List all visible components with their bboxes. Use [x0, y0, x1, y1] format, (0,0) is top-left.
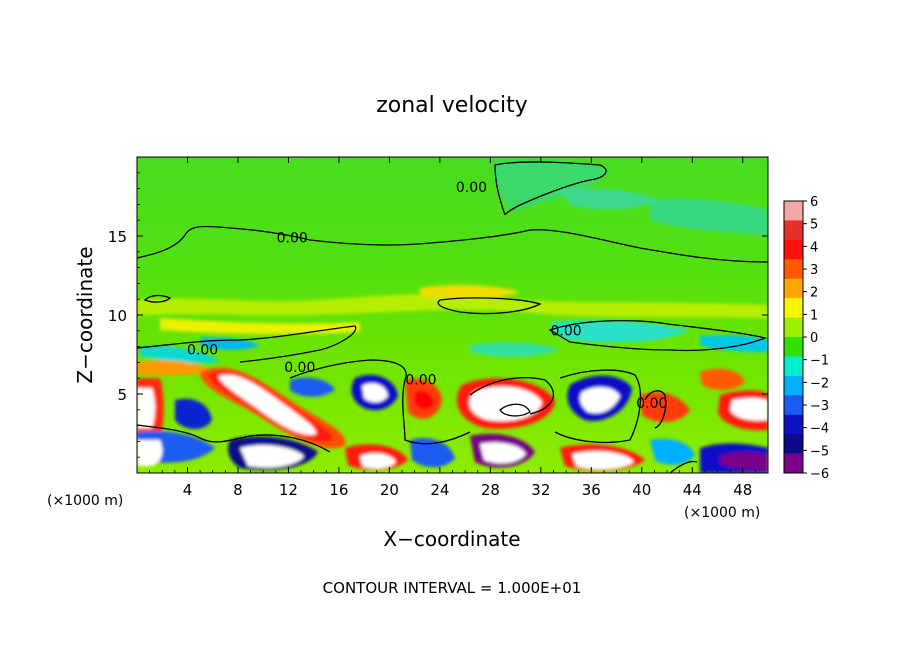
x-tick-label: 20	[380, 481, 399, 499]
colorbar-segment	[784, 298, 803, 319]
contour-label: 0.00	[277, 230, 308, 246]
y-tick-label: 5	[117, 386, 127, 404]
colorbar-segment	[784, 201, 803, 221]
colorbar-label: 5	[810, 218, 818, 233]
colorbar-segment	[784, 356, 803, 377]
colorbar-segment	[784, 375, 803, 396]
colorbar-label: −6	[810, 467, 829, 482]
colorbar-segment	[784, 259, 803, 280]
zero-contours	[137, 161, 768, 473]
chart-title: zonal velocity	[376, 93, 528, 118]
x-tick-label: 8	[233, 481, 243, 499]
x-unit-right: (×1000 m)	[684, 505, 760, 521]
x-tick-label: 36	[582, 481, 601, 499]
colorbar-segment	[784, 434, 803, 455]
upper-negative-zone	[494, 160, 610, 212]
colorbar-label: −1	[810, 354, 829, 369]
colorbar-label: 4	[810, 240, 818, 255]
colorbar-label: −5	[810, 444, 829, 459]
y-tick-label: 10	[108, 307, 127, 325]
colorbar-label: 0	[810, 331, 818, 346]
colorbar-segment	[784, 278, 803, 299]
colorbar-segment	[784, 239, 803, 260]
colorbar-segment	[784, 453, 803, 474]
colorbar-segment	[784, 317, 803, 338]
colorbar-label: 3	[810, 263, 818, 278]
colorbar-segment	[784, 395, 803, 416]
x-tick-label: 44	[683, 481, 702, 499]
x-unit-left: (×1000 m)	[47, 493, 123, 509]
contour-label-group: 0.00 0.00 0.00 0.00 0.00 0.00 0.00	[187, 180, 667, 412]
colorbar-label: 6	[810, 195, 818, 210]
mid-band	[137, 294, 768, 318]
x-tick-label: 32	[531, 481, 550, 499]
x-tick-label: 16	[329, 481, 348, 499]
x-tick-label: 48	[733, 481, 752, 499]
x-tick-label: 28	[481, 481, 500, 499]
x-axis-ticks: 4 8 12 16 20 24 28 32 36 40 44 48	[149, 157, 756, 499]
x-tick-label: 12	[279, 481, 298, 499]
y-axis-label: Z−coordinate	[73, 246, 97, 383]
heatmap-field: 0.00 0.00 0.00 0.00 0.00 0.00 0.00	[137, 157, 768, 473]
colorbar-label: 1	[810, 308, 818, 323]
colorbar-label: 2	[810, 286, 818, 301]
upper-negative-zone	[650, 198, 768, 235]
y-axis-ticks: 5 10 15	[108, 172, 768, 458]
colorbar-segment	[784, 337, 803, 357]
contour-label: 0.00	[636, 396, 667, 412]
colorbar-segment	[784, 414, 803, 435]
x-axis-label: X−coordinate	[383, 527, 520, 551]
colorbar-label: −2	[810, 376, 829, 391]
contour-label: 0.00	[550, 324, 581, 340]
colorbar-segment	[784, 220, 803, 241]
contour-label: 0.00	[405, 373, 436, 389]
contour-label: 0.00	[187, 343, 218, 359]
colorbar-label: −4	[810, 422, 829, 437]
contour-interval-footer: CONTOUR INTERVAL = 1.000E+01	[323, 579, 582, 597]
contour-label: 0.00	[456, 180, 487, 196]
colorbar: 6 5 4 3 2 1 0 −1 −2 −3 −4 −5 −6	[783, 195, 829, 482]
colorbar-label: −3	[810, 399, 829, 414]
x-tick-label: 24	[430, 481, 449, 499]
x-tick-label: 4	[183, 481, 193, 499]
y-tick-label: 15	[108, 228, 127, 246]
contour-label: 0.00	[284, 360, 315, 376]
x-tick-label: 40	[632, 481, 651, 499]
